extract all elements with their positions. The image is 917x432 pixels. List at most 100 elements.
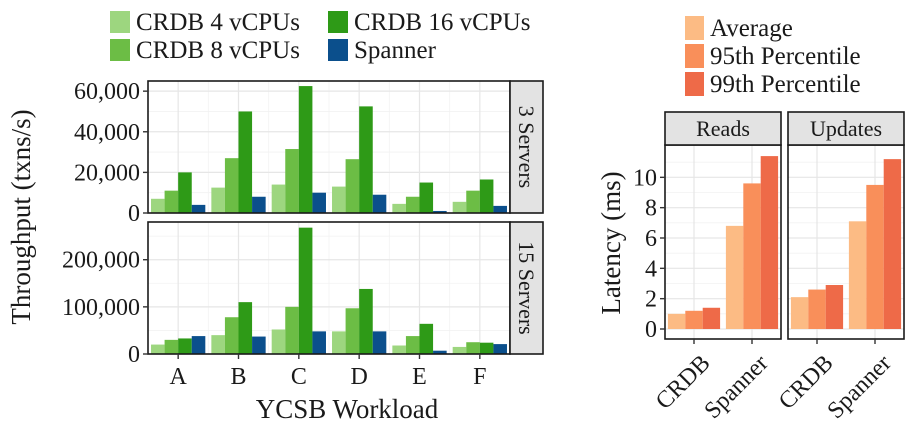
bar — [285, 149, 299, 213]
y-tick-label: 2 — [645, 287, 657, 313]
facet-strip — [664, 111, 782, 146]
legend-swatch — [328, 11, 348, 33]
bar — [479, 342, 494, 354]
legend-label: 99th Percentile — [710, 71, 861, 98]
bar — [151, 344, 165, 354]
bar — [211, 187, 225, 213]
bar — [808, 289, 826, 329]
bar — [211, 335, 225, 354]
legend-swatch — [685, 16, 704, 40]
bar — [452, 346, 467, 354]
x-tick-label: F — [473, 364, 486, 390]
bar — [466, 342, 480, 354]
bar — [285, 306, 299, 354]
legend-label: CRDB 16 vCPUs — [354, 9, 530, 36]
bar — [151, 198, 165, 213]
y-tick-label: 6 — [645, 226, 657, 252]
facet-strip-label: Updates — [810, 116, 882, 141]
legend-swatch — [685, 72, 704, 96]
y-tick-label: 10 — [633, 165, 657, 191]
bar — [178, 172, 192, 213]
y-tick-label: 8 — [645, 196, 657, 222]
legend-label: CRDB 8 vCPUs — [136, 37, 300, 64]
x-tick-label: C — [291, 364, 307, 390]
bar — [392, 345, 406, 354]
x-tick-label: E — [412, 364, 427, 390]
bar — [345, 308, 360, 354]
legend-label: 95th Percentile — [710, 43, 861, 70]
y-axis-title: Latency (ms) — [596, 171, 626, 314]
bar — [883, 159, 902, 329]
bar — [466, 190, 480, 213]
bar — [667, 313, 686, 329]
legend-label: CRDB 4 vCPUs — [136, 9, 300, 36]
facet-strip-label: Reads — [696, 116, 750, 141]
y-tick-label: 60,000 — [74, 79, 140, 105]
bar — [725, 225, 744, 329]
legend-label: Spanner — [354, 37, 437, 64]
bar — [271, 329, 286, 354]
bar — [164, 339, 179, 354]
bar — [479, 179, 494, 213]
bar — [345, 159, 360, 213]
y-tick-label: 100,000 — [62, 295, 140, 321]
bar — [493, 344, 507, 354]
y-tick-label: 0 — [128, 201, 140, 227]
facet-strip — [509, 221, 544, 355]
bar — [866, 184, 884, 329]
throughput-chart: 0 20,000 40,000 60,000 3 Servers 0 100,000 200,… — [6, 9, 544, 424]
bar — [372, 331, 387, 354]
bar — [392, 203, 406, 213]
bar — [359, 288, 373, 354]
x-tick-label: B — [230, 364, 246, 390]
bar — [372, 194, 387, 213]
x-tick-label: Spanner — [700, 350, 774, 424]
y-tick-label: 200,000 — [62, 248, 140, 274]
bar — [224, 317, 239, 354]
x-tick-label: D — [350, 364, 367, 390]
bar — [238, 302, 253, 354]
bar — [493, 205, 507, 213]
legend-swatch — [685, 44, 704, 68]
bar — [238, 111, 253, 213]
bar — [178, 338, 192, 354]
bar — [825, 285, 844, 329]
y-axis-title: Throughput (txns/s) — [6, 109, 36, 324]
bar — [433, 350, 447, 354]
bar — [271, 184, 286, 213]
legend-swatch — [110, 11, 130, 33]
bar — [848, 221, 867, 329]
bar — [298, 86, 313, 213]
bar — [332, 331, 346, 354]
y-tick-label: 0 — [128, 342, 140, 368]
legend-swatch — [110, 39, 130, 61]
bar — [252, 196, 266, 213]
y-tick-label: 20,000 — [74, 160, 140, 186]
bar — [790, 297, 809, 329]
latency-chart: ReadsCRDBSpannerUpdatesCRDBSpanner024681… — [596, 15, 905, 424]
x-tick-label: A — [169, 364, 187, 390]
bar — [312, 331, 326, 354]
facet-strip — [509, 80, 544, 214]
bar — [405, 196, 420, 213]
bar — [252, 336, 266, 354]
bar — [191, 336, 206, 354]
x-axis-title: YCSB Workload — [256, 394, 439, 424]
bar — [419, 182, 434, 213]
bar — [702, 307, 721, 329]
bar — [359, 106, 373, 213]
x-tick-label: Spanner — [823, 350, 897, 424]
bar — [224, 158, 239, 213]
bar — [452, 201, 467, 213]
bar — [164, 190, 179, 213]
bar — [298, 227, 313, 354]
y-tick-label: 40,000 — [74, 120, 140, 146]
y-tick-label: 4 — [645, 256, 657, 282]
bar — [760, 156, 779, 329]
bar — [743, 183, 761, 329]
legend-label: Average — [710, 15, 793, 42]
bar — [405, 336, 420, 354]
y-tick-label: 0 — [645, 317, 657, 343]
bar — [685, 310, 703, 329]
